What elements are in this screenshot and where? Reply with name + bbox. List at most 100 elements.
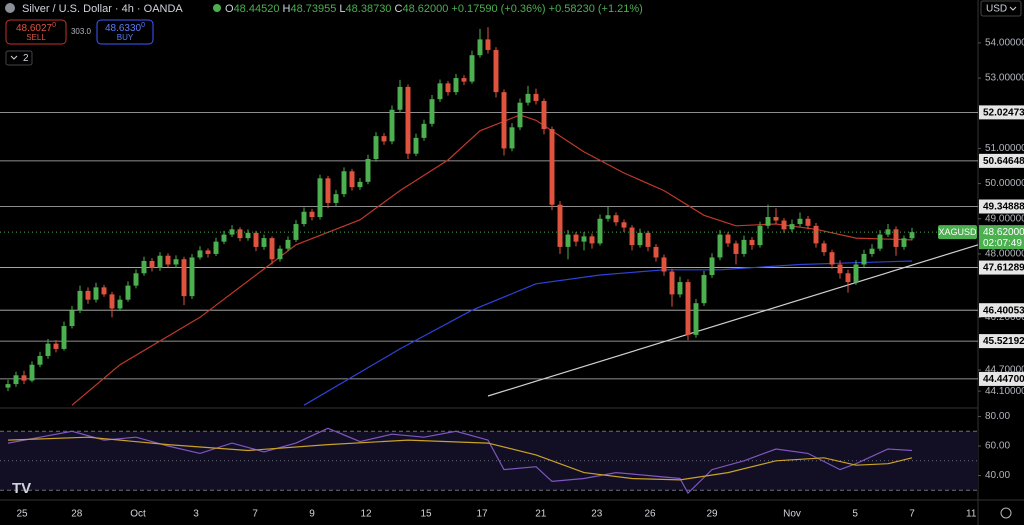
buy-price: 48.63300 [105,22,145,34]
y-tick-label: 44.10000 [985,386,1024,397]
candle-body [101,287,107,295]
trend-line [487,244,979,397]
candle-body [517,102,523,128]
indicators-toggle[interactable]: 2 [5,50,33,66]
quote-label: H [283,3,291,15]
level-tag [979,371,1024,386]
currency-select[interactable]: USD [980,0,1022,17]
candle-body [605,215,611,219]
candle-body [845,273,851,283]
quote: O48.44520 H48.73955 L48.38730 C48.62000 … [225,3,643,15]
candle-body [541,100,547,130]
y-tick-label: 54.00000 [985,38,1024,49]
symbol-label: XAGUSD [938,227,977,237]
candle-body [877,234,883,249]
candle-body [581,236,587,242]
candle-body [45,343,51,356]
candle-body [629,227,635,246]
buy-button[interactable]: 48.63300 BUY [96,19,154,45]
candle-body [301,211,307,225]
candle-body [821,243,827,253]
level-label: 45.52192 [983,336,1024,347]
candle-body [861,253,867,265]
candle-body [149,260,155,269]
x-tick-label: 17 [476,509,488,520]
price: 48.6330 [105,23,142,34]
candle-body [53,343,59,349]
candle-body [445,83,451,93]
candle-body [277,248,283,260]
x-tick-label: 7 [252,509,258,520]
candle-body [677,282,683,295]
candle-body [597,218,603,244]
candle-body [725,234,731,244]
rsi-tick-label: 80.00 [985,411,1010,422]
candle-body [429,99,435,124]
candle-body [653,246,659,258]
x-tick-label: 23 [591,509,603,520]
quote-value: 48.62000 [402,3,448,15]
candle-body [493,49,499,93]
candle-body [349,171,355,188]
candle-body [21,375,27,381]
candle-body [333,194,339,203]
quote-value: 48.44520 [234,3,280,15]
candle-body [773,217,779,221]
level-tag [979,199,1024,214]
candle-body [437,83,443,100]
x-tick-label: Nov [783,509,801,520]
candle-body [189,257,195,297]
candle-body [509,127,515,149]
last-price-tag [979,225,1024,250]
candle-body [837,264,843,274]
candle-body [285,239,291,249]
candle-body [5,384,11,388]
buy-label: BUY [117,33,134,42]
level-tag [979,105,1024,120]
candle-body [797,218,803,225]
candle-body [901,238,907,247]
quote-label: L [339,3,345,15]
candle-body [205,250,211,254]
candle-body [765,217,771,226]
candle-body [37,355,43,365]
level-label: 52.02473 [983,108,1024,119]
level-label: 49.34888 [983,202,1024,213]
candle-body [373,136,379,159]
currency-box [980,0,1022,17]
level-label: 46.40053 [983,305,1024,316]
candle-body [613,215,619,223]
x-tick-label: 5 [852,509,858,520]
candle-body [461,78,467,82]
candle-body [253,232,259,247]
candle-body [757,225,763,246]
settings-icon[interactable] [1000,507,1012,519]
y-tick-label: 46.20000 [985,312,1024,323]
y-tick-label: 51.00000 [985,143,1024,154]
sell-button[interactable]: 48.60270 SELL [5,19,67,45]
level-tag [979,303,1024,318]
candle-body [669,271,675,295]
candle-body [741,239,747,254]
pip: 0 [52,22,56,29]
quote-value: 48.73955 [290,3,336,15]
rsi-tick-label: 60.00 [985,441,1010,452]
candle-body [661,257,667,272]
quote-label: O [225,3,234,15]
currency: USD [986,4,1007,15]
candle-body [389,109,395,142]
candle-body [549,129,555,205]
candle-body [181,259,187,297]
candle-body [909,232,915,239]
candle-body [557,204,563,247]
candle-body [853,264,859,283]
y-tick-label: 53.00000 [985,73,1024,84]
candle-body [893,229,899,247]
y-tick-label: 49.00000 [985,213,1024,224]
candle-body [261,238,267,247]
candle-body [533,93,539,101]
candle-body [485,39,491,50]
level-label: 50.64648 [983,156,1024,167]
